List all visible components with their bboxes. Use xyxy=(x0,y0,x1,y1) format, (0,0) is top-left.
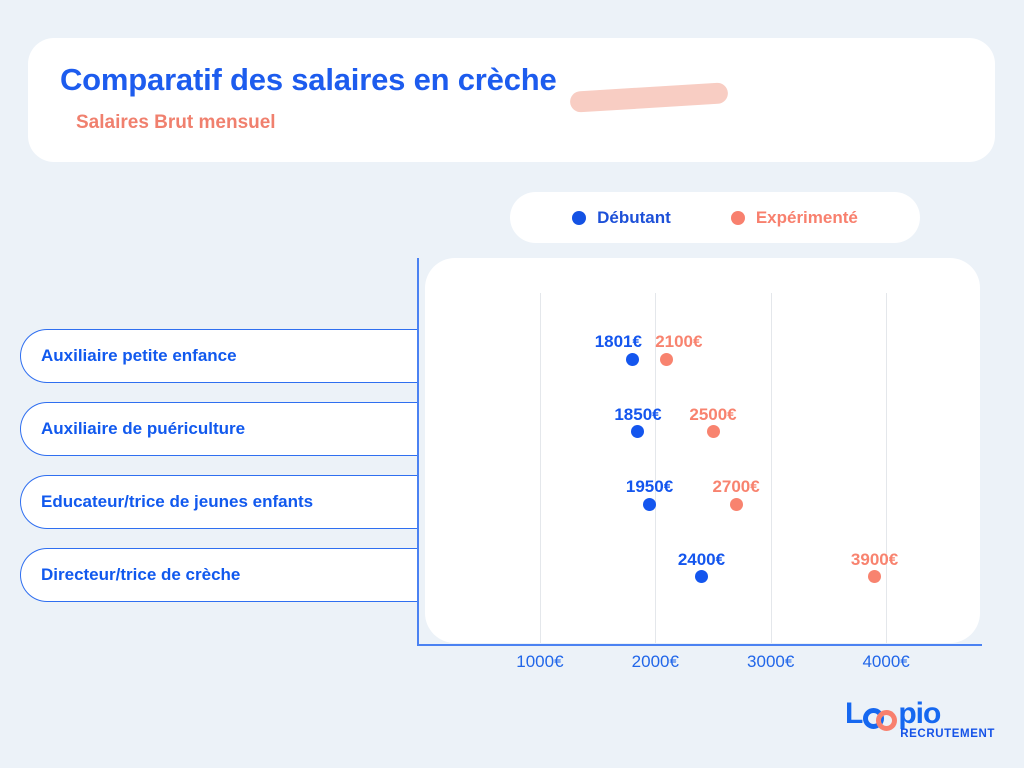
data-point-label: 2100€ xyxy=(655,332,703,351)
debutant-dot-icon xyxy=(572,210,587,225)
gridline xyxy=(886,293,888,643)
category-pill: Directeur/trice de crèche xyxy=(20,548,417,602)
data-point-dot xyxy=(625,352,639,366)
logo-ring-salmon-icon xyxy=(876,709,898,731)
chart-legend: Débutant Expérimenté xyxy=(510,192,920,243)
experimente-dot-icon xyxy=(730,210,745,225)
data-point-label: 2700€ xyxy=(712,477,760,496)
data-point-dot xyxy=(868,570,882,583)
category-pill: Auxiliaire petite enfance xyxy=(20,329,417,383)
x-axis-line xyxy=(417,644,982,646)
data-point-dot xyxy=(631,425,645,438)
category-pill-label: Directeur/trice de crèche xyxy=(41,565,241,584)
y-axis-line xyxy=(417,258,419,646)
data-point-label: 1950€ xyxy=(625,477,674,496)
logo-letters-pio: pio xyxy=(898,697,941,730)
chart-plot-area xyxy=(425,258,980,643)
legend-item-debutant: Débutant xyxy=(572,208,671,228)
logo-wordmark: L pio xyxy=(845,697,995,731)
gridline xyxy=(770,293,772,643)
data-point-label: 2500€ xyxy=(689,404,737,424)
page-subtitle: Salaires Brut mensuel xyxy=(76,112,276,133)
category-pill-label: Auxiliaire de puériculture xyxy=(41,419,246,438)
page-title: Comparatif des salaires en crèche xyxy=(60,62,557,97)
data-point-label: 1801€ xyxy=(594,332,642,351)
logo-tagline: RECRUTEMENT xyxy=(900,728,995,740)
gridline xyxy=(539,293,541,643)
legend-label-experimente: Expérimenté xyxy=(755,207,858,227)
legend-item-experimente: Expérimenté xyxy=(730,207,858,228)
category-pill-label: Educateur/trice de jeunes enfants xyxy=(41,492,314,511)
data-point-dot xyxy=(706,425,720,438)
data-point-label: 3900€ xyxy=(850,549,899,569)
header-card xyxy=(28,38,995,162)
data-point-dot xyxy=(660,352,674,366)
x-tick-label: 2000€ xyxy=(631,652,679,671)
data-point-label: 2400€ xyxy=(677,549,726,569)
category-pill: Auxiliaire de puériculture xyxy=(20,402,417,456)
data-point-dot xyxy=(729,497,743,511)
data-point-dot xyxy=(643,497,657,511)
legend-label-debutant: Débutant xyxy=(597,207,671,227)
data-point-dot xyxy=(694,570,708,583)
loopio-logo: L pio RECRUTEMENT xyxy=(845,697,995,740)
x-tick-label: 3000€ xyxy=(747,652,795,671)
x-tick-label: 1000€ xyxy=(516,652,564,671)
data-point-label: 1850€ xyxy=(614,404,662,424)
gridline xyxy=(655,293,657,643)
x-tick-label: 4000€ xyxy=(862,652,910,671)
category-pill: Educateur/trice de jeunes enfants xyxy=(20,475,417,529)
logo-letter-l: L xyxy=(845,697,863,730)
category-pill-label: Auxiliaire petite enfance xyxy=(41,346,237,365)
